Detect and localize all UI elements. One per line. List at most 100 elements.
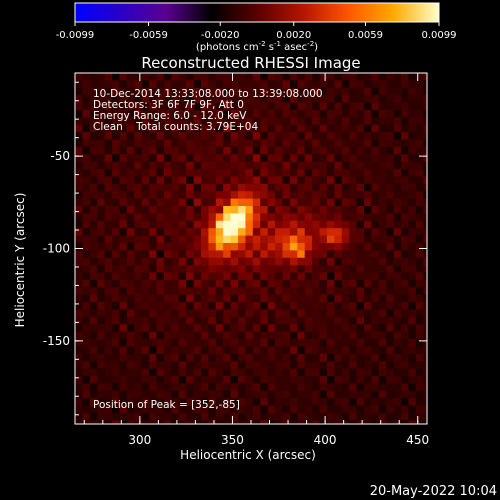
heatmap-cell — [260, 169, 269, 178]
heatmap-cell — [297, 257, 306, 266]
heatmap-cell — [149, 398, 158, 407]
heatmap-cell — [341, 220, 350, 229]
heatmap-cell — [89, 331, 98, 340]
heatmap-cell — [349, 95, 358, 104]
heatmap-cell — [156, 375, 165, 384]
heatmap-cell — [112, 87, 121, 96]
heatmap-cell — [415, 331, 424, 340]
heatmap-cell — [230, 368, 239, 377]
heatmap-cell — [156, 169, 165, 178]
heatmap-cell — [386, 375, 395, 384]
heatmap-cell — [282, 294, 291, 303]
heatmap-cell — [364, 412, 373, 421]
heatmap-cell — [341, 124, 350, 133]
heatmap-cell — [334, 353, 343, 362]
heatmap-cell — [238, 324, 247, 333]
heatmap-cell — [304, 294, 313, 303]
heatmap-cell — [200, 331, 209, 340]
heatmap-cell — [312, 405, 321, 414]
heatmap-cell — [186, 213, 195, 222]
heatmap-cell — [334, 235, 343, 244]
heatmap-cell — [326, 206, 335, 214]
heatmap-cell — [119, 154, 128, 163]
heatmap-cell — [208, 161, 217, 170]
heatmap-cell — [334, 117, 343, 126]
heatmap-cell — [126, 124, 135, 133]
heatmap-cell — [104, 331, 113, 340]
heatmap-cell — [149, 309, 158, 318]
heatmap-cell — [371, 169, 380, 178]
heatmap-cell — [215, 339, 224, 348]
heatmap-cell — [208, 339, 217, 348]
heatmap-cell — [112, 390, 121, 399]
heatmap-cell — [171, 302, 180, 311]
heatmap-cell — [289, 257, 298, 266]
heatmap-cell — [267, 176, 276, 185]
heatmap-cell — [312, 279, 321, 288]
heatmap-cell — [297, 102, 306, 111]
heatmap-cell — [364, 265, 373, 274]
heatmap-cell — [75, 95, 84, 104]
heatmap-cell — [275, 176, 284, 185]
heatmap-cell — [156, 405, 165, 414]
heatmap-cell — [215, 250, 224, 259]
heatmap-cell — [97, 412, 106, 421]
heatmap-cell — [312, 346, 321, 355]
heatmap-cell — [171, 265, 180, 274]
heatmap-cell — [208, 73, 217, 81]
heatmap-cell — [326, 191, 335, 200]
heatmap-cell — [186, 302, 195, 311]
heatmap-cell — [82, 80, 91, 89]
heatmap-cell — [89, 117, 98, 126]
heatmap-cell — [356, 412, 365, 421]
timestamp: 20-May-2022 10:04 — [370, 484, 497, 499]
heatmap-cell — [245, 183, 254, 192]
heatmap-cell — [393, 139, 402, 148]
heatmap-cell — [319, 206, 328, 214]
heatmap-cell — [401, 154, 410, 163]
heatmap-cell — [326, 390, 335, 399]
heatmap-cell — [97, 235, 106, 244]
heatmap-cell — [245, 206, 254, 214]
heatmap-cell — [289, 331, 298, 340]
heatmap-cell — [163, 257, 172, 266]
heatmap-cell — [297, 213, 306, 222]
heatmap-cell — [112, 324, 121, 333]
heatmap-cell — [97, 279, 106, 288]
heatmap-cell — [186, 161, 195, 170]
heatmap-cell — [186, 73, 195, 81]
heatmap-cell — [119, 279, 128, 288]
heatmap-cell — [97, 390, 106, 399]
heatmap-cell — [223, 220, 232, 229]
heatmap-cell — [193, 331, 202, 340]
heatmap-cell — [156, 302, 165, 311]
heatmap-cell — [178, 87, 187, 96]
heatmap-cell — [230, 279, 239, 288]
heatmap-cell — [186, 368, 195, 377]
heatmap-cell — [200, 398, 209, 407]
heatmap-cell — [208, 146, 217, 155]
heatmap-cell — [163, 95, 172, 104]
heatmap-cell — [304, 398, 313, 407]
heatmap-cell — [97, 183, 106, 192]
heatmap-cell — [230, 361, 239, 370]
heatmap-cell — [141, 87, 150, 96]
heatmap-cell — [275, 161, 284, 170]
heatmap-cell — [282, 176, 291, 185]
heatmap-cell — [378, 102, 387, 111]
heatmap-cell — [149, 213, 158, 222]
heatmap-cell — [75, 102, 84, 111]
heatmap-cell — [408, 272, 417, 281]
heatmap-cell — [75, 257, 84, 266]
heatmap-cell — [378, 146, 387, 155]
heatmap-cell — [304, 331, 313, 340]
heatmap-cell — [275, 324, 284, 333]
heatmap-cell — [82, 206, 91, 214]
heatmap-cell — [297, 198, 306, 207]
heatmap-cell — [423, 383, 427, 392]
heatmap-cell — [371, 287, 380, 296]
heatmap-cell — [215, 191, 224, 200]
heatmap-cell — [126, 405, 135, 414]
heatmap-cell — [282, 309, 291, 318]
heatmap-cell — [304, 250, 313, 259]
